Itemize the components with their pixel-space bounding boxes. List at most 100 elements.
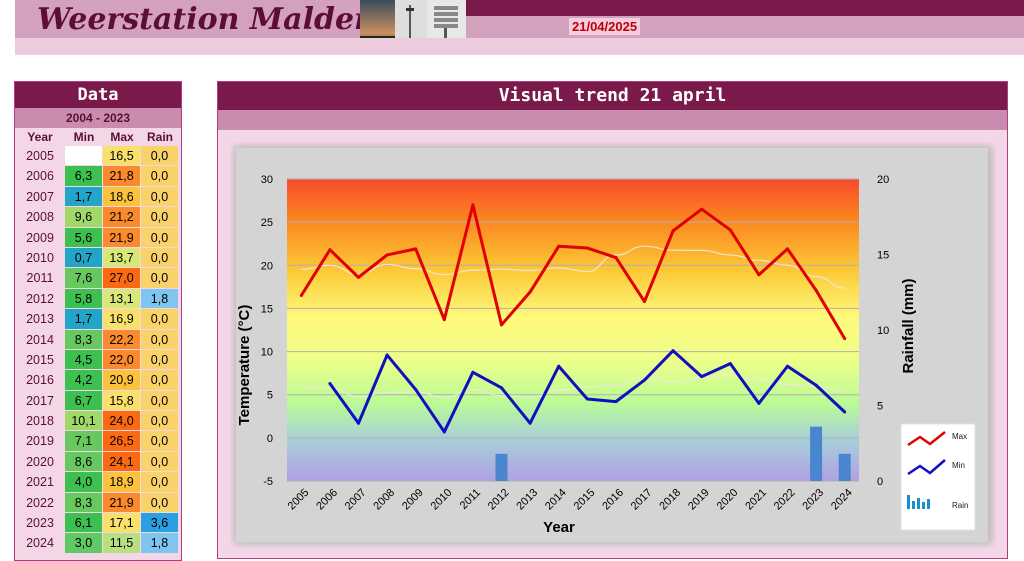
col-header-min: Min	[73, 130, 95, 144]
year-cell: 2016	[26, 373, 54, 388]
min-cell: 3,0	[65, 533, 103, 554]
year-cell: 2024	[26, 536, 54, 551]
data-point-min	[843, 410, 847, 414]
data-point-max	[614, 256, 618, 260]
table-row: 2011 7,6 27,0 0,0	[15, 268, 181, 289]
table-row: 2008 9,6 21,2 0,0	[15, 207, 181, 228]
table-row: 2024 3,0 11,5 1,8	[15, 533, 181, 554]
rain-cell: 0,0	[141, 411, 179, 432]
rain-cell: 0,0	[141, 451, 179, 473]
data-point-min	[471, 370, 475, 374]
rain-cell: 0,0	[141, 227, 179, 248]
min-cell: 1,7	[65, 309, 103, 330]
trendline-min	[301, 374, 845, 399]
rain-bar	[810, 426, 823, 481]
rain-cell: 0,0	[141, 472, 179, 493]
year-cell: 2020	[26, 454, 54, 469]
max-cell: 16,5	[103, 146, 141, 167]
rain-cell: 0,0	[141, 146, 179, 167]
data-point-min	[614, 400, 618, 404]
data-point-max	[786, 247, 789, 251]
max-cell: 24,0	[103, 411, 141, 432]
y-tick-label: 20	[261, 260, 273, 272]
rain-cell: 0,0	[141, 247, 179, 269]
data-point-max	[585, 246, 589, 250]
y-tick-label: 10	[261, 347, 273, 359]
data-point-min	[528, 421, 532, 425]
header-strip	[15, 38, 1024, 55]
rain-cell: 0,0	[141, 268, 179, 289]
y-tick-label: 15	[261, 303, 273, 315]
year-cell: 2009	[26, 230, 54, 245]
min-cell: 4,0	[65, 472, 103, 493]
table-header: Year Min Max Rain	[15, 128, 181, 146]
table-row: 2012 5,8 13,1 1,8	[15, 288, 181, 310]
y2-tick-label: 10	[877, 325, 889, 337]
max-cell: 21,8	[103, 166, 141, 187]
year-cell: 2012	[26, 291, 54, 306]
rain-cell: 0,0	[141, 207, 179, 228]
year-cell: 2023	[26, 516, 54, 531]
year-cell: 2007	[26, 189, 54, 204]
table-row: 2005 16,5 0,0	[15, 146, 181, 167]
data-point-max	[557, 244, 561, 248]
col-header-max: Max	[110, 130, 134, 144]
y-tick-label: -5	[263, 476, 273, 488]
year-cell: 2006	[26, 169, 54, 184]
data-point-max	[643, 300, 646, 304]
max-cell: 22,2	[103, 329, 141, 350]
rain-cell: 0,0	[141, 186, 179, 208]
data-point-min	[442, 430, 446, 434]
trendline-max	[301, 245, 845, 289]
table-row: 2021 4,0 18,9 0,0	[15, 472, 181, 493]
max-cell: 13,7	[103, 247, 141, 269]
site-title: Weerstation Malderen	[37, 2, 411, 37]
col-header-year: Year	[27, 130, 53, 144]
data-point-max	[757, 273, 761, 277]
year-cell: 2011	[26, 271, 54, 286]
table-row: 2019 7,1 26,5 0,0	[15, 431, 181, 452]
max-cell: 21,2	[103, 207, 141, 228]
min-cell: 7,6	[65, 268, 103, 289]
legend: Max Min Rain	[900, 423, 976, 531]
legend-max-line-icon	[907, 431, 946, 447]
data-point-max	[328, 248, 332, 252]
rain-cell: 0,0	[141, 370, 179, 391]
data-point-min	[557, 364, 561, 368]
chart-panel: Visual trend 21 april -5 0 5 10 15 20 25 30 0 5 10…	[217, 81, 1008, 559]
table-row: 2015 4,5 22,0 0,0	[15, 349, 181, 371]
rain-bar	[838, 453, 851, 481]
year-cell: 2022	[26, 495, 54, 510]
rain-cell: 0,0	[141, 309, 179, 330]
table-row: 2009 5,6 21,9 0,0	[15, 227, 181, 248]
max-cell: 21,9	[103, 227, 141, 248]
rain-bar	[495, 453, 508, 481]
min-cell: 9,6	[65, 207, 103, 228]
data-point-min	[757, 401, 761, 405]
data-point-max	[442, 318, 446, 322]
min-cell: 4,2	[65, 370, 103, 391]
y-tick-label: 25	[261, 217, 273, 229]
legend-rain-bar-icon	[907, 495, 930, 509]
year-cell: 2014	[26, 332, 54, 347]
col-header-rain: Rain	[146, 130, 173, 144]
max-cell: 13,1	[103, 288, 141, 310]
data-panel-title: Data	[15, 82, 181, 108]
data-point-max	[728, 228, 732, 232]
max-cell: 27,0	[103, 268, 141, 289]
data-point-min	[385, 353, 389, 357]
data-point-min	[357, 421, 360, 425]
data-point-min	[585, 397, 589, 401]
data-point-min	[500, 386, 503, 390]
y2-tick-label: 5	[877, 401, 883, 413]
year-cell: 2015	[26, 352, 54, 367]
data-point-max	[385, 253, 389, 257]
legend-label-rain: Rain	[952, 501, 968, 510]
table-row: 2013 1,7 16,9 0,0	[15, 309, 181, 330]
max-cell: 21,9	[103, 492, 141, 514]
rain-cell: 0,0	[141, 431, 179, 452]
legend-label-min: Min	[952, 461, 965, 470]
max-cell: 22,0	[103, 349, 141, 371]
min-cell: 6,1	[65, 513, 103, 534]
